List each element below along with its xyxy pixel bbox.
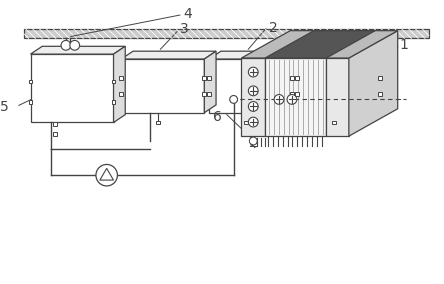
Circle shape xyxy=(61,40,71,50)
Polygon shape xyxy=(121,51,216,59)
Text: 6: 6 xyxy=(213,110,222,124)
Polygon shape xyxy=(378,76,382,80)
Polygon shape xyxy=(209,51,304,59)
Polygon shape xyxy=(332,120,336,124)
Polygon shape xyxy=(119,92,123,96)
Text: 3: 3 xyxy=(180,22,189,36)
Polygon shape xyxy=(204,51,216,113)
Circle shape xyxy=(248,102,258,111)
Polygon shape xyxy=(119,76,123,80)
Polygon shape xyxy=(297,59,380,113)
Circle shape xyxy=(70,40,79,50)
Polygon shape xyxy=(111,100,115,104)
Polygon shape xyxy=(31,54,114,122)
Polygon shape xyxy=(290,76,294,80)
Polygon shape xyxy=(202,76,206,80)
Polygon shape xyxy=(156,120,160,124)
Circle shape xyxy=(248,117,258,127)
Polygon shape xyxy=(114,46,125,122)
Polygon shape xyxy=(207,92,211,96)
Polygon shape xyxy=(202,92,206,96)
Polygon shape xyxy=(242,58,265,136)
Polygon shape xyxy=(111,80,115,83)
Polygon shape xyxy=(349,31,398,136)
Text: 2: 2 xyxy=(269,21,278,35)
Polygon shape xyxy=(326,58,349,136)
Polygon shape xyxy=(295,92,299,96)
Polygon shape xyxy=(290,92,294,96)
Circle shape xyxy=(250,137,257,145)
Circle shape xyxy=(230,95,238,103)
Polygon shape xyxy=(31,46,125,54)
Polygon shape xyxy=(53,132,57,136)
Polygon shape xyxy=(121,59,204,113)
Polygon shape xyxy=(24,29,429,39)
Text: 1: 1 xyxy=(400,38,408,52)
Polygon shape xyxy=(295,76,299,80)
Text: 5: 5 xyxy=(0,100,9,114)
Circle shape xyxy=(96,164,117,186)
Circle shape xyxy=(287,95,297,104)
Polygon shape xyxy=(265,58,326,136)
Circle shape xyxy=(248,86,258,96)
Circle shape xyxy=(274,95,284,104)
Polygon shape xyxy=(100,168,114,180)
Polygon shape xyxy=(297,51,392,59)
Text: 4: 4 xyxy=(183,7,192,21)
Polygon shape xyxy=(207,76,211,80)
Polygon shape xyxy=(378,92,382,96)
Polygon shape xyxy=(209,59,292,113)
Polygon shape xyxy=(53,122,57,126)
Circle shape xyxy=(248,67,258,77)
Polygon shape xyxy=(28,100,32,104)
Polygon shape xyxy=(292,51,304,113)
Polygon shape xyxy=(380,51,392,113)
Polygon shape xyxy=(28,80,32,83)
Polygon shape xyxy=(242,31,398,58)
Polygon shape xyxy=(265,31,375,58)
Polygon shape xyxy=(244,120,248,124)
